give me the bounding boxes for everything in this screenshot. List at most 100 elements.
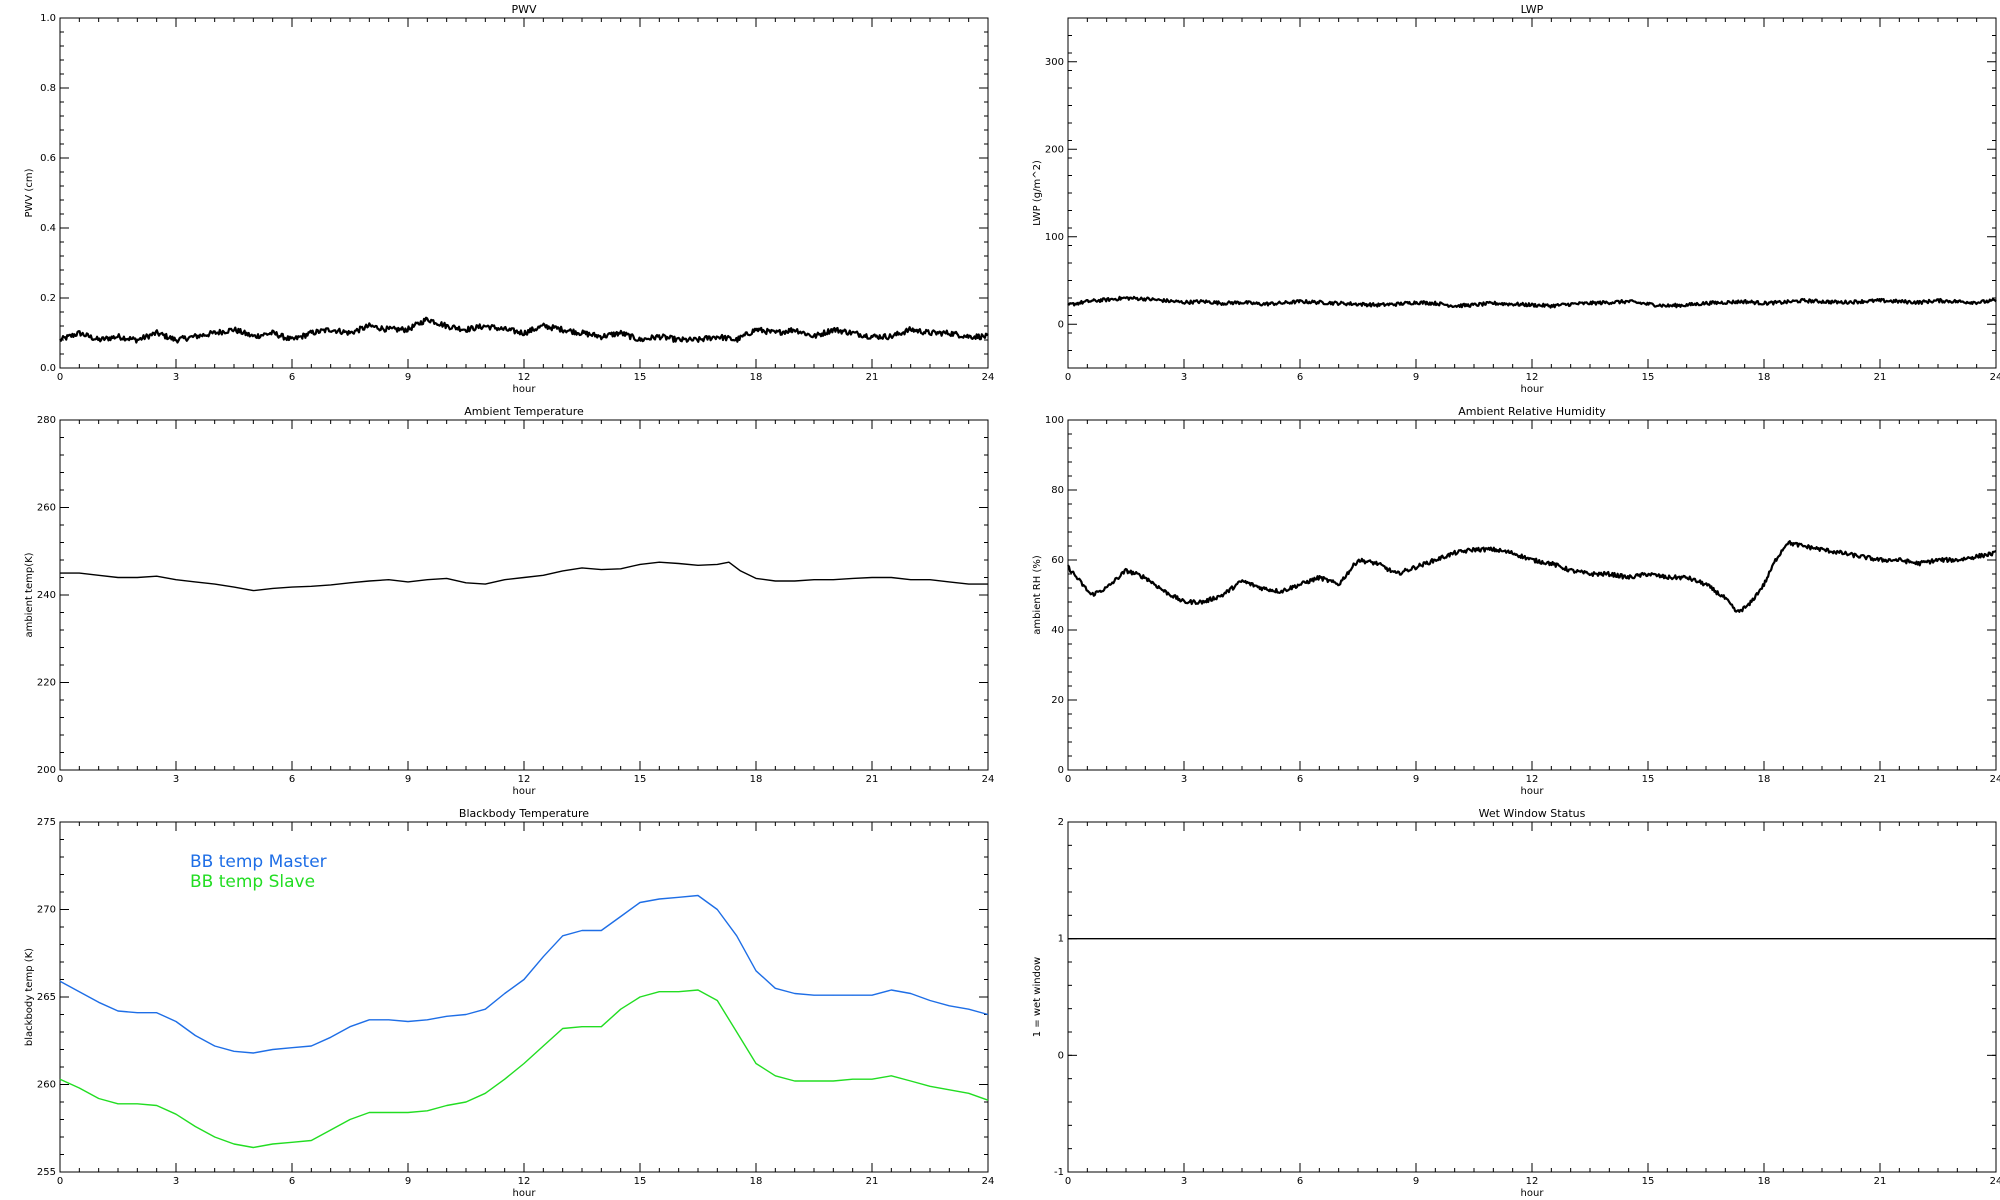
pwv-series-0-point bbox=[272, 332, 273, 333]
lwp-series-0-point bbox=[1183, 302, 1184, 303]
bb-temp-slave-point bbox=[446, 1105, 447, 1106]
pwv-series-0-point bbox=[446, 325, 447, 326]
ambient-rh-series-0-point bbox=[1802, 545, 1803, 546]
ambient-rh-series-0-point bbox=[1493, 549, 1494, 550]
bb-temp-slave-point bbox=[775, 1075, 776, 1076]
bb-temp-slave-point bbox=[562, 1028, 563, 1029]
ambient-temp-series-0-point bbox=[98, 575, 99, 576]
bb-temp-slave-point bbox=[659, 991, 660, 992]
lwp-ytick-label: 0 bbox=[1058, 319, 1064, 330]
pwv-series-0-point bbox=[253, 336, 254, 337]
ambient-rh-xlabel: hour bbox=[1521, 786, 1545, 797]
ambient-temp-series-0-point bbox=[794, 580, 795, 581]
pwv-series-0-point bbox=[156, 332, 157, 333]
pwv-series-0-point bbox=[794, 329, 795, 330]
ambient-rh-series-0-point bbox=[1145, 577, 1146, 578]
bb-temp-master-point bbox=[523, 979, 524, 980]
pwv-xtick-label: 0 bbox=[57, 372, 63, 383]
wet-window-series-0-point bbox=[1995, 938, 1996, 939]
bb-temp-master-point bbox=[794, 993, 795, 994]
ambient-temp-xtick-label: 12 bbox=[518, 774, 531, 785]
bb-temp-slave-point bbox=[620, 1009, 621, 1010]
pwv-series-0-point bbox=[330, 329, 331, 330]
ambient-temp-series-0-point bbox=[852, 578, 853, 579]
bb-temp-slave-point bbox=[330, 1129, 331, 1130]
lwp-xtick-label: 6 bbox=[1297, 372, 1303, 383]
ambient-temp-xtick-label: 15 bbox=[634, 774, 647, 785]
bb-temp-master-point bbox=[137, 1012, 138, 1013]
bb-temp-master-point bbox=[156, 1012, 157, 1013]
pwv-xtick-label: 12 bbox=[518, 372, 531, 383]
bb-temp-master-point bbox=[79, 991, 80, 992]
bb-temp-master-point bbox=[949, 1005, 950, 1006]
pwv-series-0-point bbox=[427, 318, 428, 319]
bb-temp-slave-point bbox=[871, 1079, 872, 1080]
lwp-xtick-label: 18 bbox=[1758, 372, 1771, 383]
ambient-rh-series-0-point bbox=[1079, 580, 1080, 581]
ambient-temp-series-0-point bbox=[968, 583, 969, 584]
ambient-temp-series-0-point bbox=[291, 587, 292, 588]
ambient-temp-chart: Ambient Temperature 0 3 6 9 12 15 18 21 24 200 220 2… bbox=[24, 405, 994, 797]
bb-temp-slave-point bbox=[601, 1026, 602, 1027]
wet-window-xtick-label: 21 bbox=[1874, 1176, 1887, 1187]
ambient-rh-xtick-label: 24 bbox=[1990, 774, 2000, 785]
pwv-xlabel: hour bbox=[513, 384, 537, 395]
blackbody-temp-xtick-label: 3 bbox=[173, 1176, 179, 1187]
bb-temp-slave-point bbox=[175, 1114, 176, 1115]
bb-temp-master-point bbox=[117, 1010, 118, 1011]
lwp-series-0-point bbox=[1493, 303, 1494, 304]
ambient-rh-chart: Ambient Relative Humidity 0 3 6 9 12 15 18 21 24 0… bbox=[1032, 405, 2000, 797]
lwp-series-0-point bbox=[1473, 304, 1474, 305]
pwv-ytick-label: 0.4 bbox=[40, 223, 56, 234]
ambient-temp-series-0-point bbox=[833, 579, 834, 580]
bb-temp-slave-point bbox=[79, 1087, 80, 1088]
lwp-series-0-point bbox=[1841, 302, 1842, 303]
pwv-title: PWV bbox=[511, 3, 537, 16]
ambient-temp-series-0-point bbox=[117, 577, 118, 578]
blackbody-temp-xtick-label: 18 bbox=[750, 1176, 763, 1187]
ambient-rh-series-0-point bbox=[1918, 563, 1919, 564]
ambient-temp-series-0-point bbox=[620, 568, 621, 569]
pwv-series-0-point bbox=[813, 336, 814, 337]
pwv-xtick-label: 24 bbox=[982, 372, 995, 383]
ambient-rh-series-0-point bbox=[1067, 566, 1068, 567]
pwv-series-0-point bbox=[697, 339, 698, 340]
pwv-ytick-label: 0.2 bbox=[40, 293, 56, 304]
lwp-series-0-point bbox=[1087, 301, 1088, 302]
ambient-temp-xtick-label: 6 bbox=[289, 774, 295, 785]
ambient-temp-series-0-line bbox=[60, 561, 988, 592]
bb-temp-master-point bbox=[775, 988, 776, 989]
bb-temp-slave-point bbox=[852, 1079, 853, 1080]
bb-temp-slave-point bbox=[813, 1080, 814, 1081]
ambient-rh-series-0-point bbox=[1203, 601, 1204, 602]
bb-temp-slave-point bbox=[523, 1063, 524, 1064]
bb-temp-slave-point bbox=[465, 1101, 466, 1102]
lwp-series-0-point bbox=[1802, 300, 1803, 301]
legend-bb-temp-slave: BB temp Slave bbox=[190, 872, 315, 892]
wet-window-xtick-label: 24 bbox=[1990, 1176, 2000, 1187]
ambient-rh-series-0-point bbox=[1125, 570, 1126, 571]
ambient-temp-xtick-label: 3 bbox=[173, 774, 179, 785]
bb-temp-master-point bbox=[891, 989, 892, 990]
bb-temp-slave-point bbox=[98, 1098, 99, 1099]
pwv-series-0-point bbox=[388, 329, 389, 330]
pwv-ytick-label: 0.0 bbox=[40, 363, 56, 374]
lwp-xtick-label: 3 bbox=[1181, 372, 1187, 383]
bb-temp-slave-point bbox=[485, 1093, 486, 1094]
ambient-temp-series-0-point bbox=[543, 575, 544, 576]
blackbody-temp-xtick-label: 12 bbox=[518, 1176, 531, 1187]
ambient-rh-series-0-point bbox=[1222, 594, 1223, 595]
bb-temp-master-point bbox=[717, 909, 718, 910]
lwp-series-0-line bbox=[1067, 295, 1997, 309]
pwv-series-0-point bbox=[987, 336, 988, 337]
lwp-series-0-point bbox=[1415, 302, 1416, 303]
ambient-rh-series-0-point bbox=[1435, 559, 1436, 560]
lwp-series-0-point bbox=[1145, 298, 1146, 299]
ambient-rh-series-0-point bbox=[1609, 573, 1610, 574]
lwp-series-0-point bbox=[1763, 303, 1764, 304]
lwp-series-0-point bbox=[1783, 302, 1784, 303]
legend-bb-temp-master: BB temp Master bbox=[190, 852, 327, 872]
bb-temp-master-point bbox=[253, 1052, 254, 1053]
pwv-series-0-point bbox=[581, 332, 582, 333]
ambient-rh-xtick-label: 21 bbox=[1874, 774, 1887, 785]
